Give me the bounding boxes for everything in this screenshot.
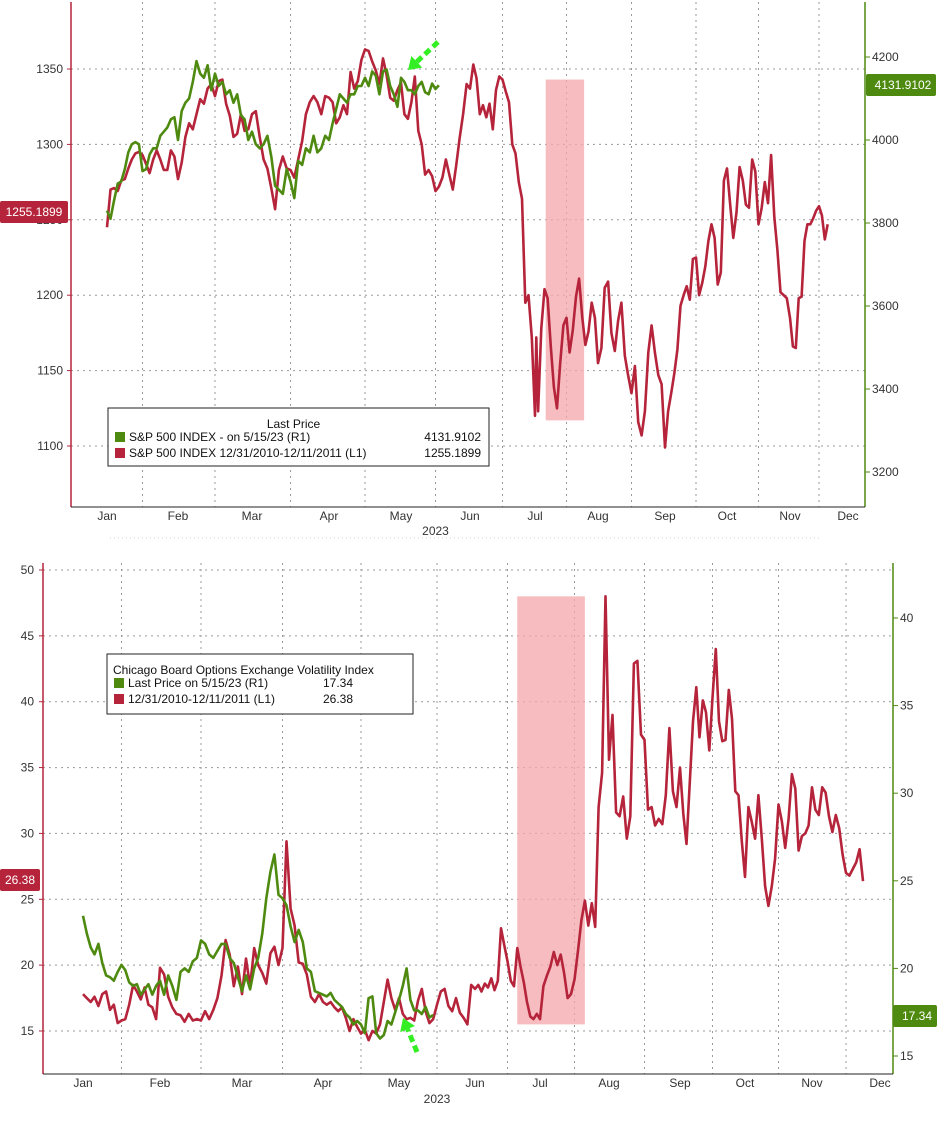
spx-right-value-text: 4131.9102 [875,78,932,92]
spx-left-value-text: 1255.1899 [6,205,63,219]
vix-legend-swatch [114,678,124,688]
vix-right-value-tag [893,1005,937,1027]
vix-x-tick-label: Aug [598,1076,619,1090]
spx-right-tick-label: 4200 [872,50,899,64]
spx-left-tick-label: 1300 [36,137,63,151]
vix-right-tick-label: 30 [900,786,914,800]
spx-x-tick-label: Mar [242,509,263,523]
spx-left-tick-label: 1100 [37,439,63,453]
vix-x-tick-label: Sep [669,1076,691,1090]
spx-x-tick-label: Apr [320,509,339,523]
spx-series-line-r1 [105,59,440,221]
vix-right-tick-label: 25 [900,874,914,888]
spx-legend-value: 1255.1899 [424,446,481,460]
spx-highlight-arrow-head [408,55,423,70]
vix-chart: 15 20 25 30 35 40 45 50 15 20 25 30 35 40 Jan Feb Mar Apr… [0,563,937,1106]
spx-legend-value: 4131.9102 [424,430,481,444]
vix-legend-title: Chicago Board Options Exchange Volatilit… [113,663,374,677]
spx-x-tick-label: May [390,509,413,523]
vix-left-tick-label: 45 [21,629,35,643]
vix-legend-swatch [114,694,124,704]
vix-left-tick-label: 40 [21,695,35,709]
vix-legend-value: 17.34 [323,676,353,690]
spx-x-year-label: 2023 [422,524,449,538]
spx-x-tick-label: Sep [654,509,676,523]
vix-right-tick-label: 15 [900,1049,914,1063]
vix-left-tick-label: 20 [21,958,35,972]
vix-x-tick-label: Apr [314,1076,333,1090]
spx-right-tick-label: 3800 [872,216,899,230]
vix-x-tick-label: Nov [801,1076,822,1090]
spx-legend-label: S&P 500 INDEX - on 5/15/23 (R1) [129,430,310,444]
spx-left-tick-label: 1200 [36,288,63,302]
spx-x-tick-label: Nov [779,509,800,523]
spx-left-tick-label: 1150 [37,364,63,378]
vix-legend-box [106,653,414,715]
spx-legend-swatch [115,432,125,442]
spx-right-tick-label: 3600 [872,299,899,313]
vix-left-tick-label: 15 [21,1024,35,1038]
vix-right-tick-label: 40 [900,611,914,625]
vix-highlight-arrow [405,1028,420,1053]
spx-x-tick-label: Jun [460,509,479,523]
vix-series-line-r1 [81,853,434,1040]
spx-series-line-l1 [105,48,829,449]
spx-left-tick-label: 1350 [36,62,63,76]
spx-x-tick-label: Dec [837,509,858,523]
vix-x-tick-label: Dec [869,1076,890,1090]
spx-x-tick-label: Jan [97,509,116,523]
vix-legend-label: 12/31/2010-12/11/2011 (L1) [128,692,275,706]
vix-right-tick-label: 35 [900,699,914,713]
spx-right-tick-label: 3200 [872,465,899,479]
vix-x-tick-label: Jul [532,1076,547,1090]
vix-left-tick-label: 25 [21,892,35,906]
vix-right-value-text: 17.34 [902,1009,932,1023]
spx-highlight-arrow [415,40,440,64]
spx-legend-title: Last Price [267,417,321,431]
spx-right-value-tag [866,74,936,96]
vix-left-tick-label: 35 [21,761,35,775]
vix-x-tick-label: May [388,1076,411,1090]
vix-shaded-region [517,596,585,1025]
spx-right-tick-label: 4000 [872,133,899,147]
vix-left-tick-label: 50 [21,563,35,577]
vix-x-tick-label: Mar [232,1076,253,1090]
vix-x-tick-label: Oct [736,1076,755,1090]
spx-legend-label: S&P 500 INDEX 12/31/2010-12/11/2011 (L1) [129,446,367,460]
spx-right-tick-label: 3400 [872,382,899,396]
vix-legend-value: 26.38 [323,692,353,706]
vix-right-tick-label: 20 [900,961,914,975]
spx-x-tick-label: Jul [527,509,542,523]
spx-legend-box [107,407,490,467]
vix-left-value-tag [0,869,40,891]
spx-chart: 1100115012001250130013503200340036003800… [0,2,936,538]
vix-highlight-arrow-head [400,1018,415,1033]
vix-x-tick-label: Jan [73,1076,92,1090]
spx-x-tick-label: Aug [587,509,608,523]
vix-left-value-text: 26.38 [5,873,35,887]
spx-legend-swatch [115,448,125,458]
vix-x-year-label: 2023 [424,1092,451,1106]
vix-x-tick-label: Feb [150,1076,171,1090]
spx-left-value-tag [0,201,68,223]
spx-x-tick-label: Feb [168,509,189,523]
vix-left-tick-label: 30 [21,826,35,840]
vix-x-tick-label: Jun [465,1076,484,1090]
spx-x-tick-label: Oct [718,509,737,523]
vix-legend-label: Last Price on 5/15/23 (R1) [128,676,268,690]
